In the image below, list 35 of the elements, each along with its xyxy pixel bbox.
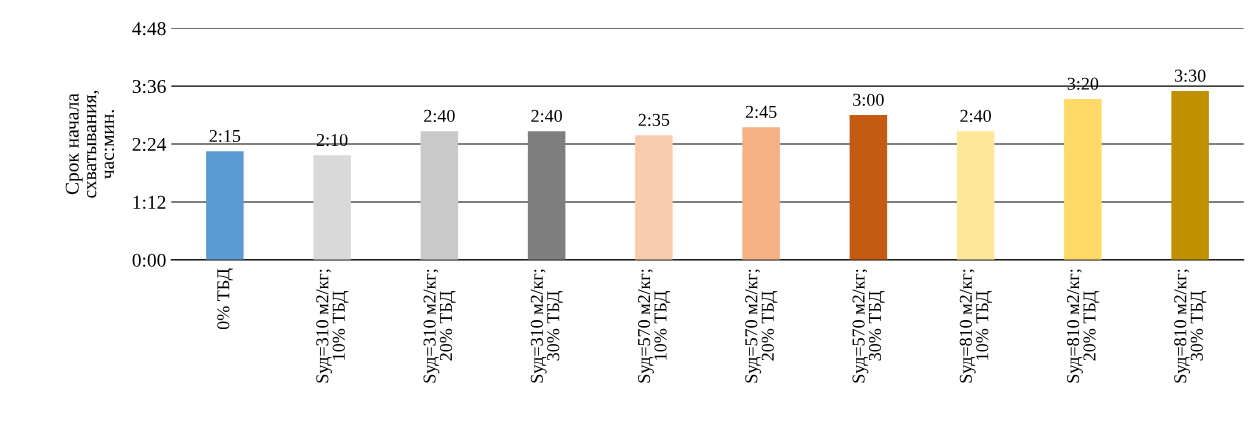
data-label: 3:30 xyxy=(1174,69,1206,82)
x-tick-label: Sуд=570 м2/кг; 10% ТБД xyxy=(637,269,671,383)
x-tick-label: Sуд=570 м2/кг; 30% ТБД xyxy=(852,269,885,383)
bar xyxy=(206,151,244,260)
data-label: 2:40 xyxy=(424,109,455,123)
bar xyxy=(313,155,351,260)
x-tick-label: 0% ТБД xyxy=(217,268,234,330)
x-tick-label: Sуд=570 м2/кг; 20% ТБД xyxy=(745,269,778,383)
y-tick-label: 1:12 xyxy=(133,195,166,209)
y-tick-label: 0:00 xyxy=(132,253,166,267)
y-tick-label: 3:36 xyxy=(132,80,166,94)
y-tick-label: 4:48 xyxy=(132,22,166,36)
x-tick-label: Sуд=310 м2/кг; 10% ТБД xyxy=(316,269,349,383)
x-tick-label: Sуд=810 м2/кг; 30% ТБД xyxy=(1174,269,1207,383)
data-label: 2:35 xyxy=(638,113,670,127)
data-label: 2:40 xyxy=(960,109,991,123)
bar xyxy=(527,131,566,260)
data-label: 2:10 xyxy=(316,133,348,147)
bar xyxy=(742,127,780,260)
x-tick-label: Sуд=810 м2/кг; 10% ТБД xyxy=(959,269,992,383)
y-axis-title: Срок начала схватывания, час:мин. xyxy=(65,90,115,198)
data-label: 2:15 xyxy=(209,129,241,143)
bar xyxy=(956,131,995,260)
data-label: 2:45 xyxy=(745,105,777,118)
x-tick-label: Sуд=310 м2/кг; 20% ТБД xyxy=(423,269,456,383)
data-label: 3:00 xyxy=(853,93,884,106)
x-tick-label: Sуд=310 м2/кг; 30% ТБД xyxy=(530,269,563,383)
data-label: 2:40 xyxy=(531,109,562,123)
x-tick-label: Sуд=810 м2/кг; 20% ТБД xyxy=(1066,269,1100,383)
bar xyxy=(1064,99,1102,260)
bar xyxy=(1171,90,1209,260)
bar xyxy=(635,135,673,260)
bar xyxy=(420,131,459,260)
bar xyxy=(849,115,888,260)
y-tick-label: 2:24 xyxy=(132,137,167,152)
